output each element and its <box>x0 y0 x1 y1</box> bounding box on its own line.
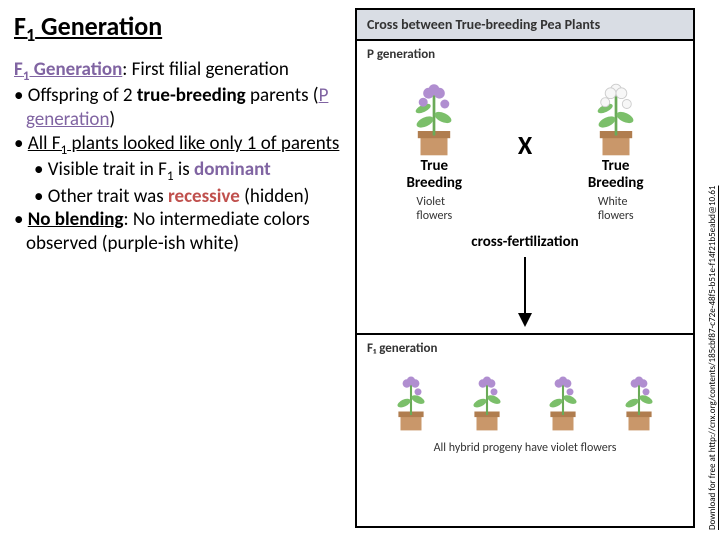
title-sub: 1 <box>26 24 35 46</box>
f1-plants-row <box>357 358 693 437</box>
f1-label: F₁ generation <box>357 335 693 358</box>
f1-plant-4 <box>604 360 674 435</box>
line-1: F1 Generation: First filial generation <box>14 58 344 84</box>
page-title: F1 Generation <box>14 10 162 46</box>
figure-title: Cross between True-breeding Pea Plants <box>357 10 693 41</box>
title-rest: Generation <box>35 10 162 42</box>
line-4: • Visible trait in F1 is dominant <box>46 158 344 184</box>
white-plant-svg <box>571 68 661 158</box>
f1-plant-1 <box>376 360 446 435</box>
body-text: F1 Generation: First filial generation •… <box>14 58 344 256</box>
tb-label-right: True Breeding <box>588 158 644 193</box>
violet-plant: True Breeding Violet flowers <box>379 68 489 223</box>
violet-label: Violet flowers <box>416 195 452 223</box>
pgen-label: P generation <box>357 41 693 64</box>
line-5: • Other trait was recessive (hidden) <box>46 185 344 209</box>
f1-caption: All hybrid progeny have violet flowers <box>357 441 693 455</box>
line-2: • Offspring of 2 true-breeding parents (… <box>26 84 344 132</box>
f1-plant-3 <box>528 360 598 435</box>
violet-plant-svg <box>389 68 479 158</box>
title-f: F <box>14 10 26 42</box>
figure-panel: Cross between True-breeding Pea Plants P… <box>355 8 695 528</box>
white-plant: True Breeding White flowers <box>561 68 671 223</box>
pgen-row: True Breeding Violet flowers X Tr <box>357 64 693 225</box>
line-3: • All F1 plants looked like only 1 of pa… <box>26 132 344 158</box>
arrow-down-icon <box>357 257 693 327</box>
line-6: • No blending: No intermediate colors ob… <box>26 208 344 256</box>
f1-section: F₁ generation <box>357 333 693 459</box>
f1-term: F1 Generation <box>14 58 122 81</box>
tb-label-left: True Breeding <box>406 158 462 193</box>
white-label: White flowers <box>598 195 634 223</box>
citation-text: Download for free at http://cnx.org/cont… <box>707 50 718 530</box>
f1-plant-2 <box>452 360 522 435</box>
cross-fert-label: cross-fertilization <box>357 233 693 251</box>
cross-x: X <box>518 129 532 161</box>
